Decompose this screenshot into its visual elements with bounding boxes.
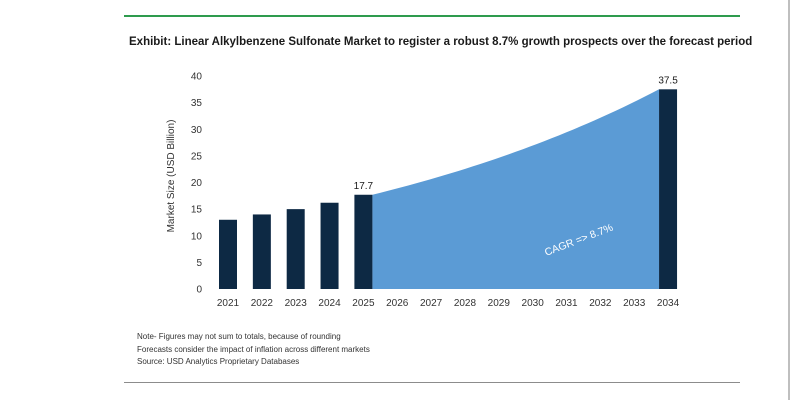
bar-layer xyxy=(219,89,678,290)
y-tick-label: 5 xyxy=(196,258,202,269)
x-tick-label: 2028 xyxy=(454,298,477,309)
y-tick-label: 35 xyxy=(191,98,203,109)
bar-2023 xyxy=(286,209,305,290)
y-tick-label: 20 xyxy=(191,178,203,189)
frame-edge xyxy=(788,0,790,400)
y-tick-label: 0 xyxy=(196,285,202,296)
x-tick-label: 2033 xyxy=(623,298,646,309)
x-tick-label: 2025 xyxy=(352,298,375,309)
y-axis-ticks: 0 5 10 15 20 25 30 35 40 xyxy=(191,72,203,296)
bar-2024 xyxy=(320,202,339,289)
x-tick-label: 2026 xyxy=(386,298,409,309)
data-label-2034: 37.5 xyxy=(658,75,678,86)
x-tick-label: 2030 xyxy=(522,298,545,309)
data-label-layer: 17.7 37.5 xyxy=(354,75,679,191)
x-tick-label: 2029 xyxy=(488,298,511,309)
y-tick-label: 30 xyxy=(191,125,203,136)
top-rule xyxy=(124,15,740,17)
y-tick-label: 10 xyxy=(191,231,203,242)
x-tick-label: 2021 xyxy=(217,298,240,309)
note-source: Source: USD Analytics Proprietary Databa… xyxy=(137,357,300,366)
x-tick-label: 2032 xyxy=(589,298,612,309)
x-tick-label: 2023 xyxy=(285,298,308,309)
y-tick-label: 40 xyxy=(191,72,203,83)
bar-2034 xyxy=(659,89,678,289)
y-axis-label: Market Size (USD Billion) xyxy=(166,120,177,233)
x-axis-ticks: 2021 2022 2023 2024 2025 2026 2027 2028 2029 2030… xyxy=(217,298,680,309)
x-tick-label: 2034 xyxy=(657,298,680,309)
x-tick-label: 2024 xyxy=(318,298,341,309)
x-tick-label: 2022 xyxy=(251,298,274,309)
bar-2022 xyxy=(252,214,271,289)
bar-2021 xyxy=(219,219,237,289)
x-tick-label: 2027 xyxy=(420,298,443,309)
footnotes: Note- Figures may not sum to totals, bec… xyxy=(137,331,370,369)
note-rounding: Note- Figures may not sum to totals, bec… xyxy=(137,332,341,341)
chart-title: Exhibit: Linear Alkylbenzene Sulfonate M… xyxy=(129,36,753,48)
forecast-area-layer xyxy=(372,89,660,289)
forecast-area xyxy=(372,89,660,289)
x-tick-label: 2031 xyxy=(555,298,578,309)
y-tick-label: 15 xyxy=(191,205,203,216)
bottom-rule xyxy=(124,382,740,383)
note-inflation: Forecasts consider the impact of inflati… xyxy=(137,344,370,354)
bar-2025 xyxy=(354,194,373,289)
data-label-2025: 17.7 xyxy=(354,181,374,192)
y-tick-label: 25 xyxy=(191,151,203,162)
